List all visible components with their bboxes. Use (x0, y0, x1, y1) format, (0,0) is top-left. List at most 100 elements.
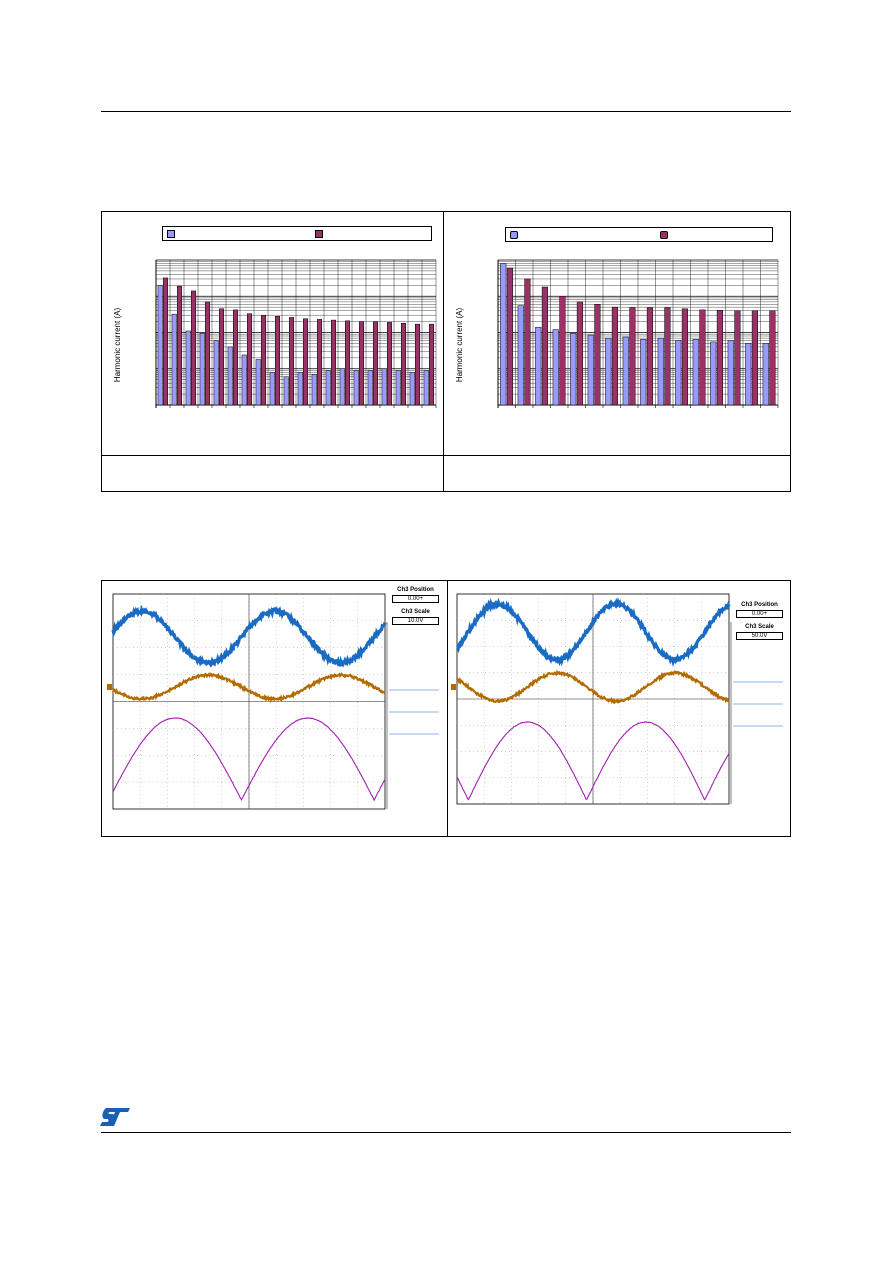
bar (630, 308, 636, 405)
bar (326, 370, 330, 405)
bar (256, 359, 260, 405)
bar (700, 310, 706, 405)
bar (247, 314, 251, 405)
figure-row-divider (101, 455, 791, 456)
bar (647, 308, 653, 405)
bar (261, 315, 265, 405)
bar (605, 338, 611, 405)
bar (284, 377, 288, 405)
header-rule (101, 111, 791, 112)
ch-position-value: 0.00+ (392, 595, 439, 603)
st-logo (98, 1106, 132, 1128)
bar (595, 304, 601, 405)
bar (745, 343, 751, 405)
bar (752, 311, 758, 405)
bar (665, 308, 671, 405)
bar (424, 370, 428, 405)
bar (518, 306, 524, 405)
bar (535, 327, 541, 405)
bar (396, 370, 400, 405)
left-legend (162, 226, 432, 241)
bar (368, 370, 372, 405)
bar (763, 343, 769, 405)
bar (233, 310, 237, 405)
right-harmonic-chart: Harmonic current (A) (448, 250, 783, 415)
bar (553, 330, 559, 405)
figure-column-divider (443, 211, 444, 492)
ch-position-title: Ch3 Position (388, 587, 443, 593)
bar (345, 321, 349, 405)
bar (303, 319, 307, 405)
bar (275, 316, 279, 405)
bar (640, 339, 646, 405)
ch-position-box: Ch3 Position 0.00+ Ch3 Scale 50.0V (732, 602, 787, 642)
bar (429, 324, 433, 405)
bar (298, 372, 302, 405)
ch-scale-title: Ch3 Scale (388, 609, 443, 615)
bar (623, 337, 629, 405)
bar (331, 320, 335, 405)
legend-swatch-series-1 (167, 230, 175, 238)
bar (612, 307, 618, 405)
bar (214, 341, 218, 405)
bar (340, 369, 344, 405)
ch-position-box: Ch3 Position 0.00+ Ch3 Scale 10.0V (388, 587, 443, 627)
bar (588, 335, 594, 405)
bar (158, 285, 162, 405)
legend-swatch-series-2 (660, 231, 668, 239)
y-axis-label: Harmonic current (A) (113, 308, 122, 383)
bar (675, 341, 681, 405)
ch-scale-value: 50.0V (736, 632, 783, 640)
bar (312, 374, 316, 405)
left-harmonic-chart: Harmonic current (A) (106, 250, 441, 415)
scope-figure-divider (447, 580, 448, 837)
bar (191, 291, 195, 405)
bar (177, 286, 181, 405)
bar (354, 370, 358, 405)
bar (205, 302, 209, 405)
bar (382, 369, 386, 405)
ch2-ground-marker (107, 684, 112, 690)
bar (401, 323, 405, 405)
bar (270, 372, 274, 405)
bar (577, 302, 583, 405)
ch2-ground-marker (451, 684, 456, 690)
left-scope-panel: Ch3 Position 0.00+ Ch3 Scale 10.0V (103, 582, 446, 835)
bar (373, 322, 377, 405)
right-scope-panel: Ch3 Position 0.00+ Ch3 Scale 50.0V (449, 582, 789, 835)
bar (682, 309, 688, 405)
bar (717, 310, 723, 405)
bar (228, 347, 232, 405)
bar (163, 278, 167, 405)
bar (560, 296, 566, 405)
bar (415, 324, 419, 405)
bar (693, 339, 699, 405)
bar (317, 319, 321, 405)
ch-position-title: Ch3 Position (732, 602, 787, 608)
legend-swatch-series-1 (510, 231, 518, 239)
legend-swatch-series-2 (315, 230, 323, 238)
ch-scale-title: Ch3 Scale (732, 624, 787, 630)
bar (359, 322, 363, 405)
bar (710, 342, 716, 405)
gridlines (156, 260, 436, 405)
bar (200, 333, 204, 405)
bar (542, 287, 548, 405)
ch-position-value: 0.00+ (736, 610, 783, 618)
bar (770, 311, 776, 405)
bar (242, 355, 246, 405)
footer-rule (101, 1132, 791, 1133)
bar (410, 372, 414, 405)
bar (387, 322, 391, 405)
bar (570, 333, 576, 405)
bar (219, 309, 223, 405)
bar (172, 314, 176, 405)
bar (186, 331, 190, 405)
bar (728, 341, 734, 405)
y-axis-label: Harmonic current (A) (455, 308, 464, 383)
ch-scale-value: 10.0V (392, 617, 439, 625)
bar (735, 311, 741, 405)
bar (500, 264, 506, 405)
bar (289, 317, 293, 405)
bar (507, 268, 513, 405)
